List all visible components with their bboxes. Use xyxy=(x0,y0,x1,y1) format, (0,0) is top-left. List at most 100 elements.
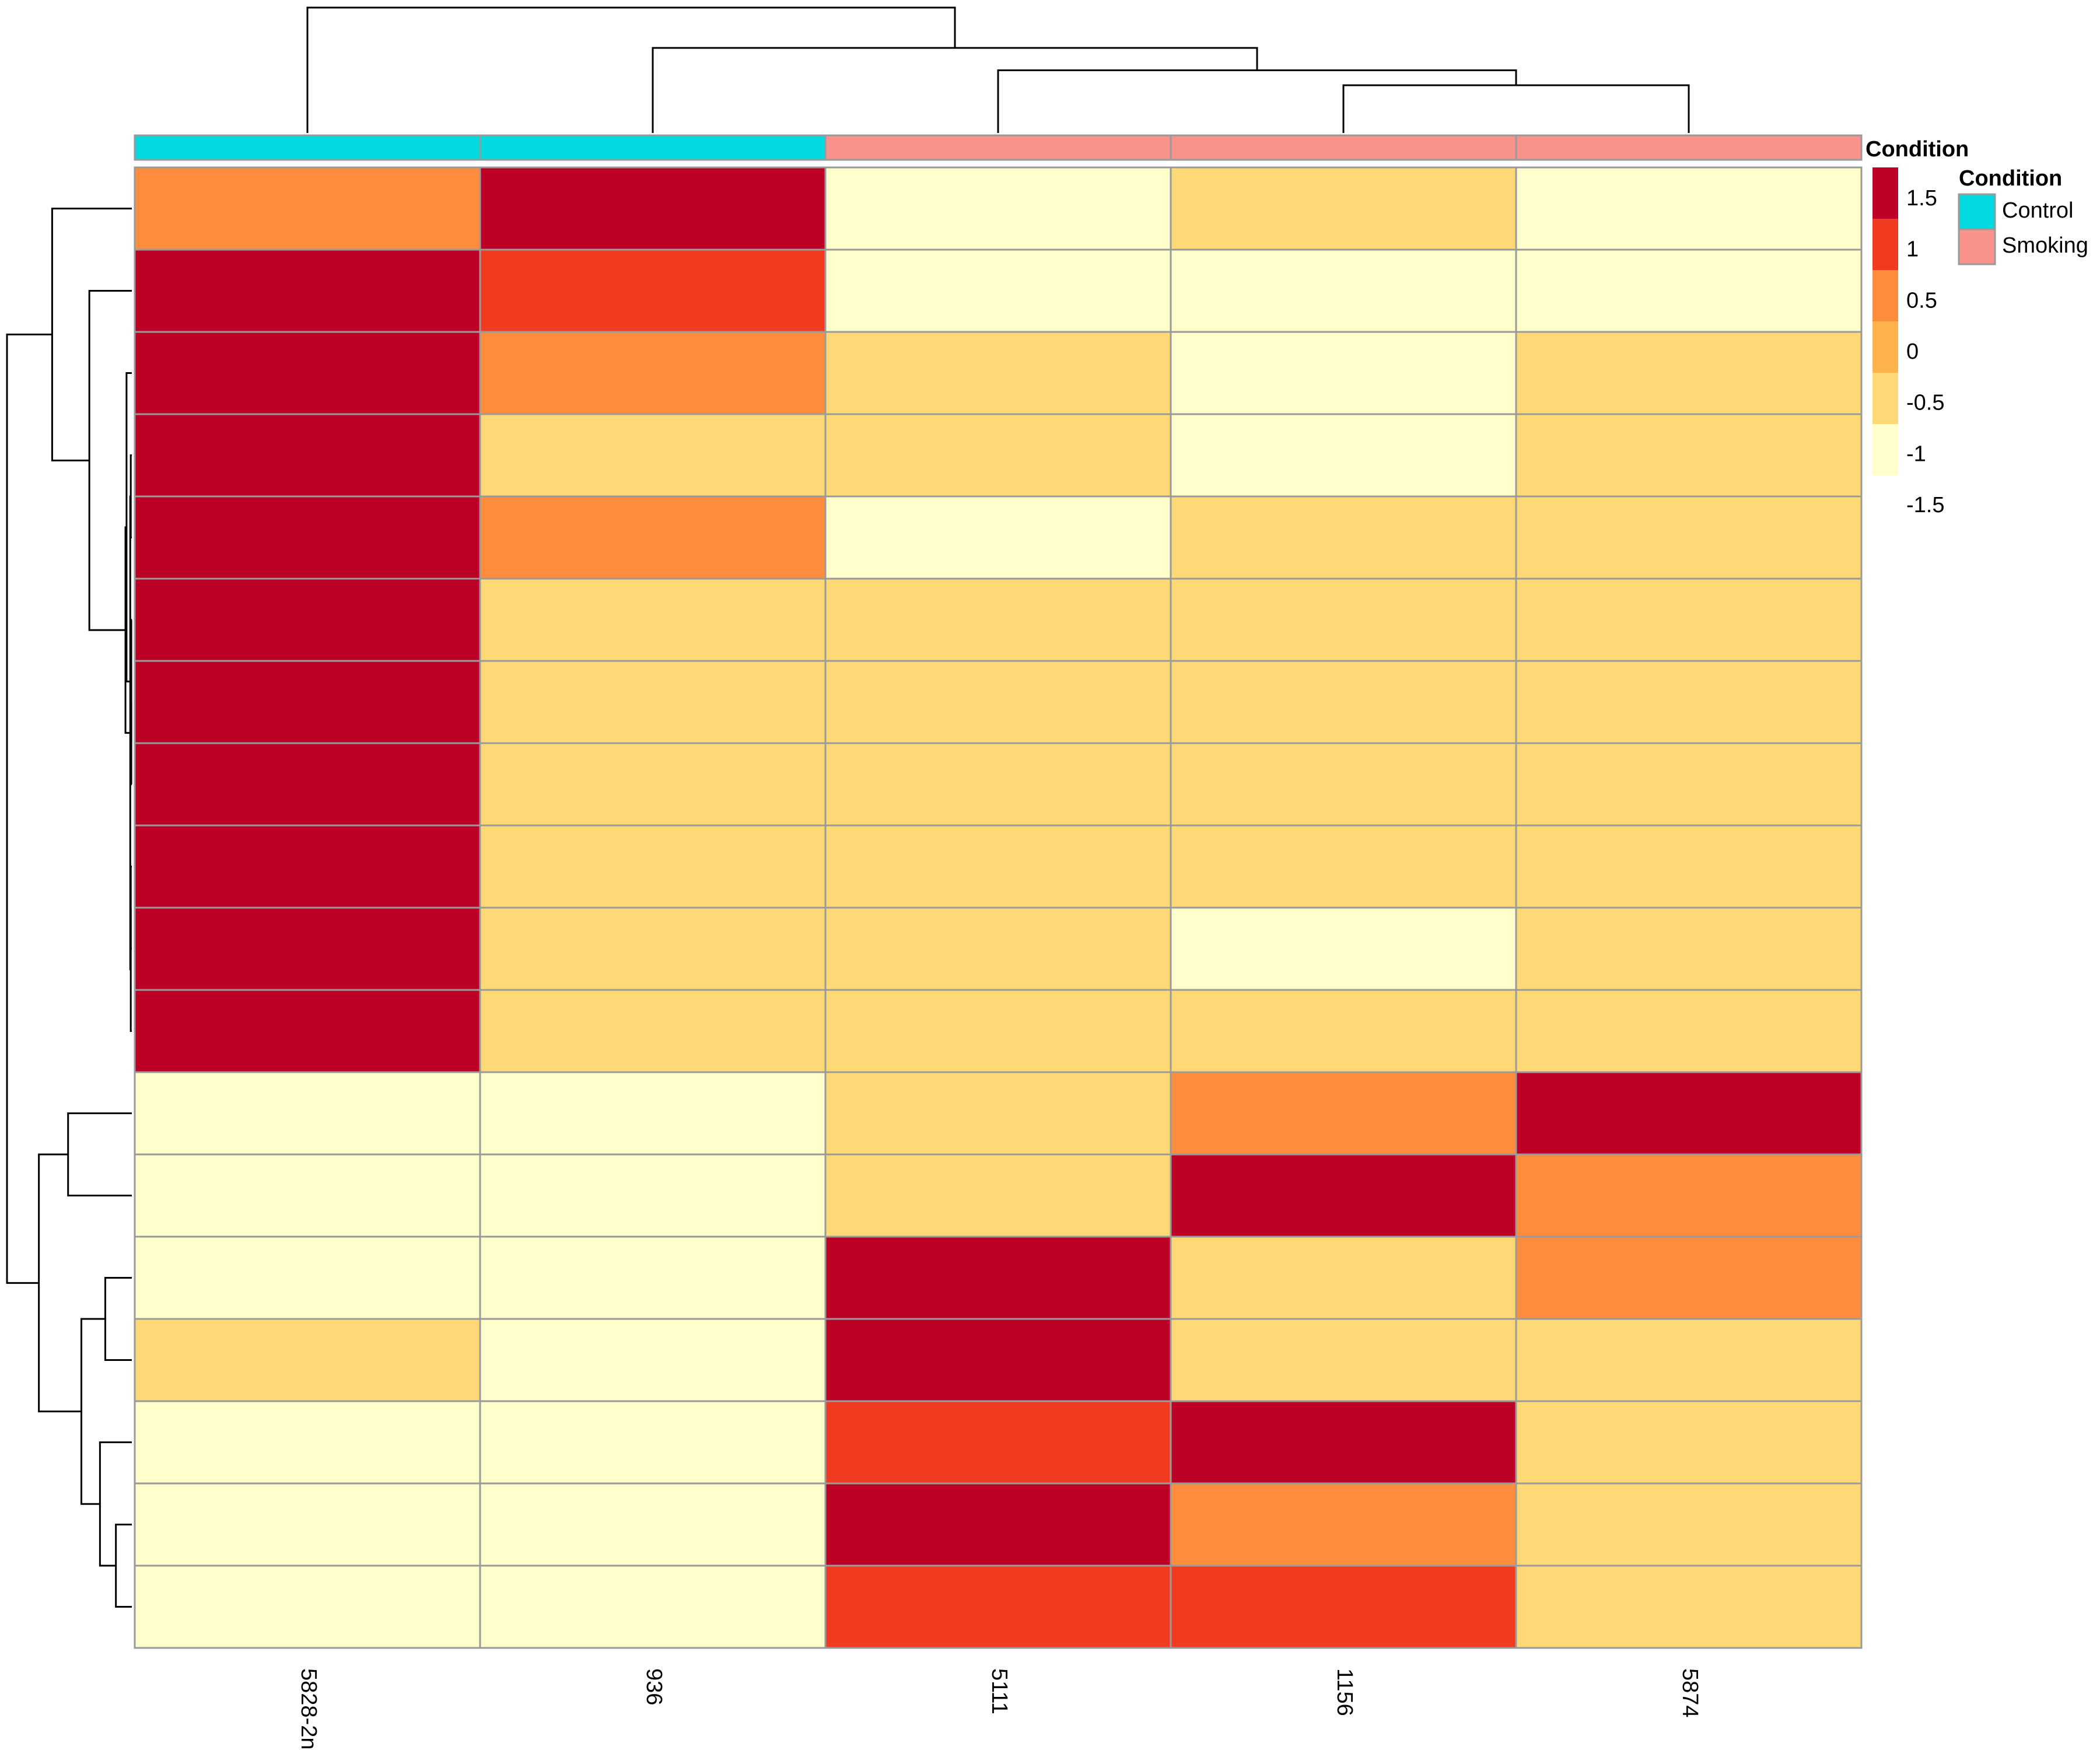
heatmap-cell xyxy=(824,1564,1172,1649)
heatmap-cell xyxy=(1170,578,1517,662)
heatmap-cell xyxy=(1515,824,1863,909)
heatmap-cell xyxy=(479,331,827,415)
column-dendrogram xyxy=(306,6,1690,133)
heatmap-cell xyxy=(1170,1236,1517,1320)
heatmap-cell xyxy=(824,660,1172,744)
heatmap-cell xyxy=(1515,907,1863,991)
heatmap-cell xyxy=(1170,1564,1517,1649)
color-scale-tick: 0 xyxy=(1906,340,1919,364)
annotation-cell xyxy=(1515,134,1863,161)
dendrogram-branch xyxy=(129,495,131,971)
color-scale-swatch xyxy=(1873,321,1898,373)
heatmap-cell xyxy=(134,1071,481,1156)
heatmap-cell xyxy=(1170,166,1517,251)
condition-legend-swatch xyxy=(1958,193,1996,230)
heatmap-cell xyxy=(824,1400,1172,1485)
heatmap-cell xyxy=(134,989,481,1073)
condition-legend-label: Smoking xyxy=(2002,233,2088,258)
heatmap-cell xyxy=(1515,1318,1863,1402)
heatmap-cell xyxy=(1515,166,1863,251)
heatmap-cell xyxy=(134,1564,481,1649)
column-label: 5828-2n xyxy=(296,1668,321,1749)
dendrogram-branch xyxy=(104,1277,132,1361)
color-scale-swatch xyxy=(1873,270,1898,321)
condition-legend-swatch xyxy=(1958,228,1996,265)
heatmap-cell xyxy=(824,331,1172,415)
heatmap-cell xyxy=(134,413,481,498)
heatmap-cell xyxy=(824,1236,1172,1320)
color-scale-tick: -0.5 xyxy=(1906,391,1944,415)
heatmap-cell xyxy=(1515,495,1863,580)
heatmap-cell xyxy=(134,907,481,991)
heatmap-cell xyxy=(479,989,827,1073)
heatmap-cell xyxy=(824,989,1172,1073)
color-scale-swatches xyxy=(1873,167,1898,475)
annotation-cell xyxy=(479,134,827,161)
heatmap-cell xyxy=(134,331,481,415)
heatmap-cell xyxy=(824,166,1172,251)
dendrogram-branch xyxy=(997,69,1517,133)
column-label: 936 xyxy=(642,1668,666,1705)
color-scale-tick: -1.5 xyxy=(1906,493,1944,517)
heatmap-cell xyxy=(479,742,827,827)
heatmap-cell xyxy=(824,1071,1172,1156)
heatmap-cell xyxy=(479,1153,827,1238)
dendrogram-branch xyxy=(67,1112,132,1196)
heatmap-cell xyxy=(824,1153,1172,1238)
heatmap-cell xyxy=(1515,1564,1863,1649)
heatmap-cell xyxy=(134,1318,481,1402)
heatmap-cell xyxy=(479,578,827,662)
heatmap-cell xyxy=(134,824,481,909)
heatmap-cell xyxy=(824,742,1172,827)
heatmap-cells xyxy=(134,166,1863,1649)
heatmap-cell xyxy=(134,1236,481,1320)
heatmap-cell xyxy=(479,1318,827,1402)
heatmap-cell xyxy=(1515,989,1863,1073)
color-scale-tick: 0.5 xyxy=(1906,288,1937,313)
heatmap-cell xyxy=(479,907,827,991)
column-label: 5874 xyxy=(1678,1668,1702,1718)
column-labels: 5828-2n 936 5111 1156 5874 xyxy=(296,1668,1702,1749)
annotation-cell xyxy=(824,134,1172,161)
heatmap-cell xyxy=(479,1482,827,1567)
heatmap-cell xyxy=(479,1071,827,1156)
heatmap-cell xyxy=(1170,660,1517,744)
heatmap-cell xyxy=(1170,413,1517,498)
color-scale-swatch xyxy=(1873,219,1898,270)
heatmap-cell xyxy=(479,824,827,909)
heatmap-cell xyxy=(1515,1153,1863,1238)
heatmap-cell xyxy=(479,1564,827,1649)
heatmap-cell xyxy=(479,249,827,333)
heatmap-cell xyxy=(1170,1482,1517,1567)
dendrogram-branch xyxy=(38,1153,82,1413)
annotation-cell xyxy=(1170,134,1517,161)
heatmap-cell xyxy=(1515,249,1863,333)
heatmap-cell xyxy=(134,660,481,744)
heatmap-cell xyxy=(479,660,827,744)
heatmap-cell xyxy=(1170,1318,1517,1402)
heatmap-cell xyxy=(134,1482,481,1567)
dendrogram-branch xyxy=(652,47,1258,133)
dendrogram-branch xyxy=(306,6,956,133)
dendrogram-branch xyxy=(115,1524,132,1608)
heatmap-cell xyxy=(1515,1400,1863,1485)
color-scale-legend: Condition 1.5 1 0.5 0 -0.5 -1 -1.5 xyxy=(1866,137,1969,517)
heatmap-cell xyxy=(1170,331,1517,415)
heatmap-cell xyxy=(134,1400,481,1485)
heatmap-cell xyxy=(1515,1071,1863,1156)
heatmap-cell xyxy=(1170,989,1517,1073)
heatmap-cell xyxy=(134,249,481,333)
color-scale-title: Condition xyxy=(1866,137,1969,162)
condition-legend-label: Control xyxy=(2002,198,2074,223)
color-scale-swatch xyxy=(1873,373,1898,424)
color-scale-tick: -1 xyxy=(1906,442,1926,466)
row-dendrogram xyxy=(6,208,132,1608)
heatmap-cell xyxy=(1515,413,1863,498)
condition-annotation-bar xyxy=(134,134,1863,161)
heatmap-cell xyxy=(134,578,481,662)
heatmap-cell xyxy=(824,413,1172,498)
heatmap-cell xyxy=(134,742,481,827)
dendrogram-branch xyxy=(125,372,132,682)
condition-legend-items: Control Smoking xyxy=(1958,193,2088,265)
color-scale-swatch xyxy=(1873,424,1898,475)
